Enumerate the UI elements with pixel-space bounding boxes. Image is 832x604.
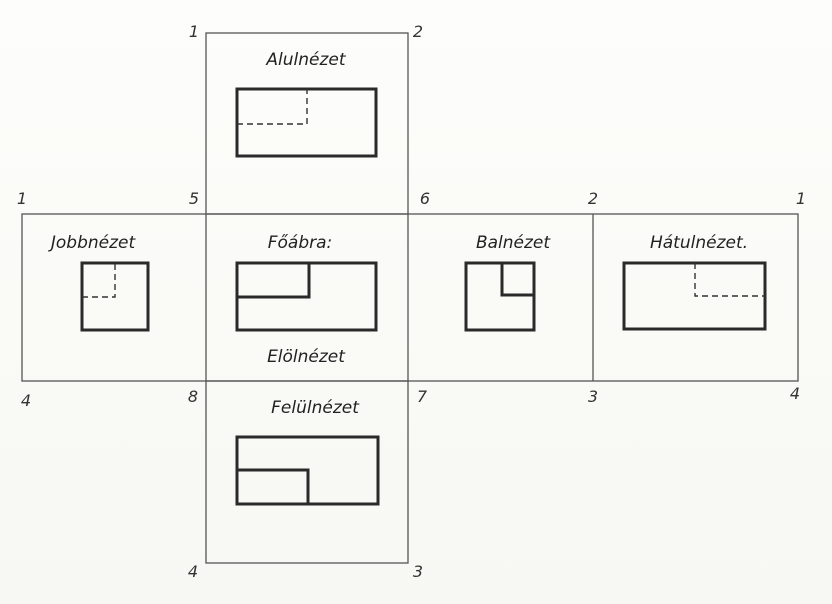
corner-label-2-top: 2 <box>413 22 423 41</box>
bottom-view-title: Alulnézet <box>265 50 346 70</box>
corner-label-2-mid: 2 <box>588 189 598 208</box>
corner-label-8: 8 <box>188 387 198 406</box>
right-view-title: Jobbnézet <box>48 233 137 253</box>
corner-label-3-bottom: 3 <box>413 562 423 581</box>
corner-label-6: 6 <box>420 189 430 208</box>
back-view-title: Hátulnézet. <box>650 233 748 253</box>
main-view-title: Főábra: <box>268 233 333 253</box>
bottom-view-drawing <box>235 87 378 158</box>
left-view-title: Balnézet <box>476 233 551 253</box>
corner-label-1-left: 1 <box>17 189 27 208</box>
corner-label-1-right: 1 <box>796 189 806 208</box>
top-view-step-edge <box>237 468 310 504</box>
corner-label-3-mid: 3 <box>588 387 598 406</box>
main-view-step-edge <box>237 263 311 299</box>
corner-label-4-right: 4 <box>790 384 800 403</box>
front-view-title: Elölnézet <box>267 347 346 367</box>
frame-bottom-panel <box>205 380 409 564</box>
right-view-drawing <box>80 261 150 332</box>
back-view-hidden-edge <box>694 263 765 297</box>
right-view-hidden-edge <box>82 263 116 298</box>
main-view-drawing <box>235 261 378 332</box>
corner-label-1-top: 1 <box>189 22 199 41</box>
top-view-title: Felülnézet <box>271 398 360 418</box>
unfolded-frame <box>21 32 799 564</box>
left-view-step-edge <box>500 263 534 297</box>
bottom-view-hidden-edge <box>237 89 308 125</box>
corner-label-7: 7 <box>417 387 428 406</box>
corner-label-4-left: 4 <box>21 391 31 410</box>
frame-middle-row <box>21 213 799 382</box>
corner-label-4-bottom: 4 <box>188 562 198 581</box>
corner-label-5: 5 <box>189 189 199 208</box>
left-view-drawing <box>464 261 536 332</box>
top-view-drawing <box>235 435 380 506</box>
back-view-drawing <box>622 261 767 331</box>
